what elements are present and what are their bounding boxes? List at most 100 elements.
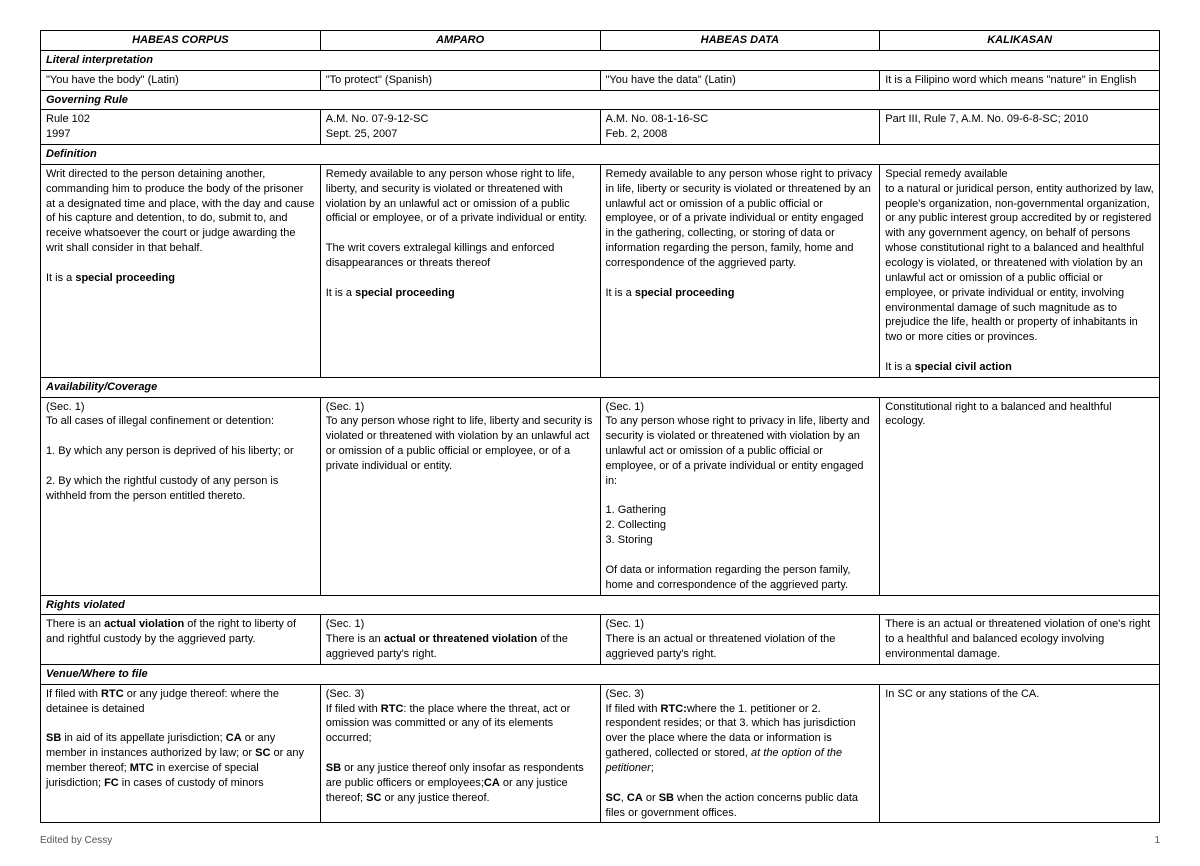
section-literal: Literal interpretation xyxy=(41,50,1160,70)
venue-c2: (Sec. 3) If filed with RTC: the place wh… xyxy=(320,684,600,823)
definition-c3: Remedy available to any person whose rig… xyxy=(600,164,880,377)
footer-left: Edited by Cessy xyxy=(40,835,112,846)
venue-c1a-pre: If filed with xyxy=(46,688,101,700)
venue-c2c-b1: SB xyxy=(326,762,341,774)
def-c2c-pre: It is a xyxy=(326,287,355,299)
page-footer: Edited by Cessy 1 xyxy=(40,835,1160,846)
venue-c1b-t1: in aid of its appellate jurisdiction; xyxy=(61,732,225,744)
definition-c4: Special remedy available to a natural or… xyxy=(880,164,1160,377)
venue-c2b-b1: RTC xyxy=(381,703,404,715)
venue-c3b-b1: RTC: xyxy=(661,703,687,715)
rights-c3b: There is an actual or threatened violati… xyxy=(606,633,836,660)
governing-c1a: Rule 102 xyxy=(46,113,90,125)
venue-c1a-b1: RTC xyxy=(101,688,124,700)
venue-c2c-t3: or any justice thereof. xyxy=(381,792,489,804)
section-definition: Definition xyxy=(41,145,1160,165)
avail-c2: (Sec. 1) To any person whose right to li… xyxy=(320,397,600,595)
def-c3a: Remedy available to any person whose rig… xyxy=(606,168,873,269)
venue-c3c-b2: CA xyxy=(627,792,643,804)
governing-c3a: A.M. No. 08-1-16-SC xyxy=(606,113,709,125)
def-c1b-pre: It is a xyxy=(46,272,75,284)
def-c2b: The writ covers extralegal killings and … xyxy=(326,242,555,269)
avail-c1a: (Sec. 1) xyxy=(46,401,85,413)
venue-c2a: (Sec. 3) xyxy=(326,688,365,700)
section-availability: Availability/Coverage xyxy=(41,377,1160,397)
governing-c2b: Sept. 25, 2007 xyxy=(326,128,398,140)
literal-c3: "You have the data" (Latin) xyxy=(600,70,880,90)
avail-c2b: To any person whose right to life, liber… xyxy=(326,415,593,472)
venue-c4: In SC or any stations of the CA. xyxy=(880,684,1160,823)
governing-c2a: A.M. No. 07-9-12-SC xyxy=(326,113,429,125)
def-c2a: Remedy available to any person whose rig… xyxy=(326,168,587,225)
header-kalikasan: KALIKASAN xyxy=(880,31,1160,51)
venue-c3: (Sec. 3) If filed with RTC:where the 1. … xyxy=(600,684,880,823)
venue-c2b-pre: If filed with xyxy=(326,703,381,715)
venue-row: If filed with RTC or any judge thereof: … xyxy=(41,684,1160,823)
avail-c1c: 1. By which any person is deprived of hi… xyxy=(46,445,294,457)
header-habeas-data: HABEAS DATA xyxy=(600,31,880,51)
rights-c4: There is an actual or threatened violati… xyxy=(880,615,1160,665)
venue-c2c-b3: SC xyxy=(366,792,381,804)
rights-c2-bold: actual or threatened violation xyxy=(384,633,537,645)
avail-c3a: (Sec. 1) xyxy=(606,401,645,413)
literal-c2: "To protect" (Spanish) xyxy=(320,70,600,90)
definition-c1: Writ directed to the person detaining an… xyxy=(41,164,321,377)
venue-c1b-b5: FC xyxy=(104,777,119,789)
rights-c1-pre: There is an xyxy=(46,618,104,630)
governing-c4: Part III, Rule 7, A.M. No. 09-6-8-SC; 20… xyxy=(880,110,1160,145)
header-row: HABEAS CORPUS AMPARO HABEAS DATA KALIKAS… xyxy=(41,31,1160,51)
literal-c4: It is a Filipino word which means "natur… xyxy=(880,70,1160,90)
avail-c1d: 2. By which the rightful custody of any … xyxy=(46,475,278,502)
avail-c3e: 3. Storing xyxy=(606,534,653,546)
venue-c3c-b3: SB xyxy=(659,792,674,804)
venue-c3c-b1: SC xyxy=(606,792,621,804)
section-venue: Venue/Where to file xyxy=(41,664,1160,684)
literal-c1: "You have the body" (Latin) xyxy=(41,70,321,90)
venue-c3b-pre: If filed with xyxy=(606,703,661,715)
avail-c3c: 1. Gathering xyxy=(606,504,667,516)
section-governing: Governing Rule xyxy=(41,90,1160,110)
venue-c3b-end: ; xyxy=(651,762,654,774)
venue-c1b-b1: SB xyxy=(46,732,61,744)
rights-c2a: (Sec. 1) xyxy=(326,618,365,630)
header-amparo: AMPARO xyxy=(320,31,600,51)
def-c1a: Writ directed to the person detaining an… xyxy=(46,168,314,254)
venue-c1b-b2: CA xyxy=(226,732,242,744)
venue-c2c-b2: CA xyxy=(484,777,500,789)
governing-row: Rule 102 1997 A.M. No. 07-9-12-SC Sept. … xyxy=(41,110,1160,145)
avail-c3b: To any person whose right to privacy in … xyxy=(606,415,870,486)
def-c4a: Special remedy available xyxy=(885,168,1007,180)
venue-c3a: (Sec. 3) xyxy=(606,688,645,700)
section-rights: Rights violated xyxy=(41,595,1160,615)
def-c3b-pre: It is a xyxy=(606,287,635,299)
avail-c4: Constitutional right to a balanced and h… xyxy=(880,397,1160,595)
definition-c2: Remedy available to any person whose rig… xyxy=(320,164,600,377)
def-c4b: to a natural or juridical person, entity… xyxy=(885,183,1153,343)
def-c3b-bold: special proceeding xyxy=(635,287,735,299)
venue-c1: If filed with RTC or any judge thereof: … xyxy=(41,684,321,823)
avail-c3d: 2. Collecting xyxy=(606,519,667,531)
rights-c2: (Sec. 1) There is an actual or threatene… xyxy=(320,615,600,665)
def-c2c-bold: special proceeding xyxy=(355,287,455,299)
venue-c1b-b3: SC xyxy=(255,747,270,759)
rights-c3: (Sec. 1) There is an actual or threatene… xyxy=(600,615,880,665)
def-c4c-pre: It is a xyxy=(885,361,914,373)
governing-c1b: 1997 xyxy=(46,128,70,140)
avail-c3: (Sec. 1) To any person whose right to pr… xyxy=(600,397,880,595)
literal-row: "You have the body" (Latin) "To protect"… xyxy=(41,70,1160,90)
footer-right: 1 xyxy=(1154,835,1160,846)
rights-c1-bold: actual violation xyxy=(104,618,184,630)
def-c4c-bold: special civil action xyxy=(915,361,1012,373)
def-c1b-bold: special proceeding xyxy=(75,272,175,284)
rights-c2-pre: There is an xyxy=(326,633,384,645)
governing-c2: A.M. No. 07-9-12-SC Sept. 25, 2007 xyxy=(320,110,600,145)
avail-c2a: (Sec. 1) xyxy=(326,401,365,413)
governing-c3: A.M. No. 08-1-16-SC Feb. 2, 2008 xyxy=(600,110,880,145)
rights-c3a: (Sec. 1) xyxy=(606,618,645,630)
avail-c1: (Sec. 1) To all cases of illegal confine… xyxy=(41,397,321,595)
rights-row: There is an actual violation of the righ… xyxy=(41,615,1160,665)
header-habeas-corpus: HABEAS CORPUS xyxy=(41,31,321,51)
rights-c1: There is an actual violation of the righ… xyxy=(41,615,321,665)
avail-c3f: Of data or information regarding the per… xyxy=(606,564,851,591)
governing-c1: Rule 102 1997 xyxy=(41,110,321,145)
